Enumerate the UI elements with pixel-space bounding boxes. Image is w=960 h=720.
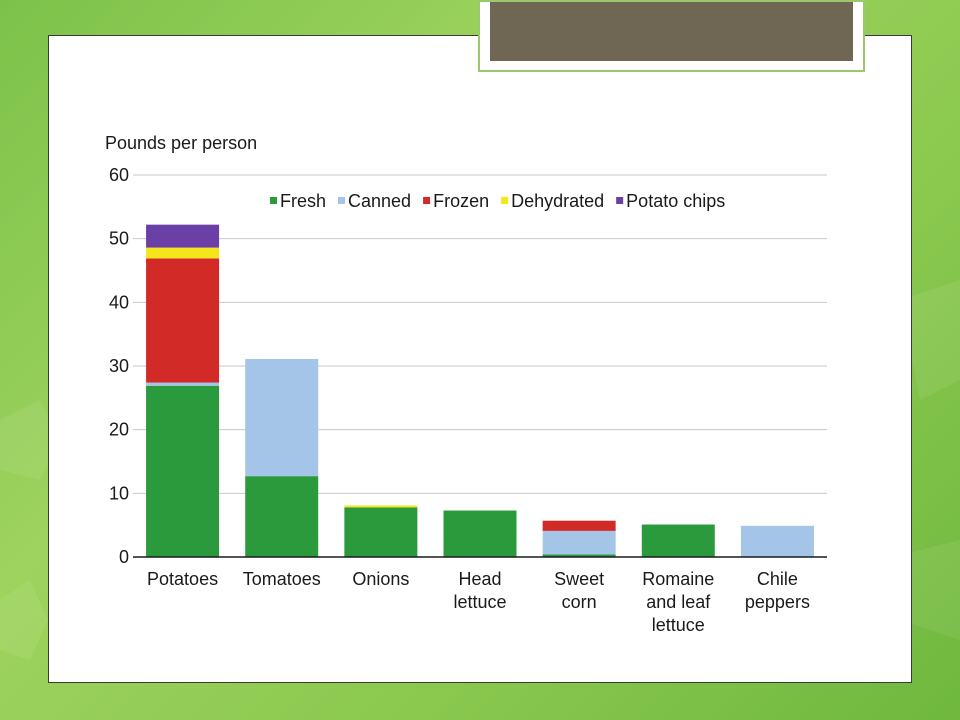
- legend-label: Potato chips: [626, 191, 725, 211]
- y-axis-ticks: 0 10 20 30 40 50 60: [109, 165, 129, 567]
- y-axis-title: Pounds per person: [105, 133, 257, 153]
- legend-swatch: [616, 197, 624, 204]
- x-tick-label: Head lettuce: [453, 569, 506, 612]
- legend-swatch: [338, 197, 346, 204]
- title-bar: [490, 2, 853, 61]
- x-tick-label-line: Potatoes: [147, 569, 218, 589]
- x-tick-label: Onions: [352, 569, 409, 589]
- bar-segment-canned: [245, 358, 319, 477]
- x-tick-label-line: Head: [458, 569, 501, 589]
- x-tick-label-line: Onions: [352, 569, 409, 589]
- bar-segment-canned: [146, 382, 220, 386]
- bar-segment-dehydrated: [146, 247, 220, 259]
- bar-segment-fresh: [542, 554, 616, 557]
- bar-segment-frozen: [146, 258, 220, 383]
- y-tick-label: 10: [109, 483, 129, 503]
- bar-segment-fresh: [344, 507, 418, 557]
- slide-content-area: 0 10 20 30 40 50 60 Potatoes Tomatoes Onions Head…: [48, 35, 912, 683]
- x-tick-label-line: lettuce: [652, 615, 705, 635]
- x-tick-label-line: lettuce: [453, 592, 506, 612]
- y-tick-label: 40: [109, 292, 129, 312]
- y-tick-label: 0: [119, 547, 129, 567]
- x-tick-label-line: and leaf: [646, 592, 711, 612]
- x-axis-labels: Potatoes Tomatoes Onions Head lettuce Sweet co…: [147, 569, 810, 635]
- gridlines: [133, 174, 827, 494]
- legend-swatch: [270, 197, 277, 204]
- legend-label: Fresh: [280, 191, 326, 211]
- bar-segment-dehydrated: [344, 505, 418, 508]
- legend-label: Canned: [348, 191, 411, 211]
- x-tick-label-line: Tomatoes: [243, 569, 321, 589]
- chart-legend: Fresh Canned Frozen Dehydrated Potato chips: [270, 191, 725, 211]
- x-tick-label: Romaine and leaf lettuce: [642, 569, 714, 635]
- bar-segment-canned: [542, 530, 616, 555]
- legend-label: Dehydrated: [511, 191, 604, 211]
- legend-swatch: [501, 197, 509, 204]
- x-tick-label: Tomatoes: [243, 569, 321, 589]
- legend-label: Frozen: [433, 191, 489, 211]
- bar-segment-fresh: [641, 524, 715, 557]
- bar-segment-fresh: [146, 385, 220, 557]
- bar-segment-fresh: [245, 476, 319, 557]
- x-tick-label: Potatoes: [147, 569, 218, 589]
- y-tick-label: 30: [109, 356, 129, 376]
- x-tick-label-line: Romaine: [642, 569, 714, 589]
- x-tick-label-line: corn: [562, 592, 597, 612]
- title-placeholder: [478, 0, 865, 72]
- x-tick-label-line: Chile: [757, 569, 798, 589]
- x-tick-label-line: peppers: [745, 592, 810, 612]
- bar-segment-canned: [740, 525, 814, 557]
- stacked-bar-chart: 0 10 20 30 40 50 60 Potatoes Tomatoes Onions Head…: [105, 133, 827, 635]
- x-tick-label: Sweet corn: [554, 569, 604, 612]
- bar-segment-potato-chips: [146, 224, 220, 248]
- y-tick-label: 60: [109, 165, 129, 185]
- bar-segment-fresh: [443, 510, 517, 557]
- legend-swatch: [423, 197, 431, 204]
- y-tick-label: 20: [109, 420, 129, 440]
- x-tick-label-line: Sweet: [554, 569, 604, 589]
- bar-segment-frozen: [542, 520, 616, 531]
- y-tick-label: 50: [109, 229, 129, 249]
- bars: [146, 224, 814, 557]
- x-tick-label: Chile peppers: [745, 569, 810, 612]
